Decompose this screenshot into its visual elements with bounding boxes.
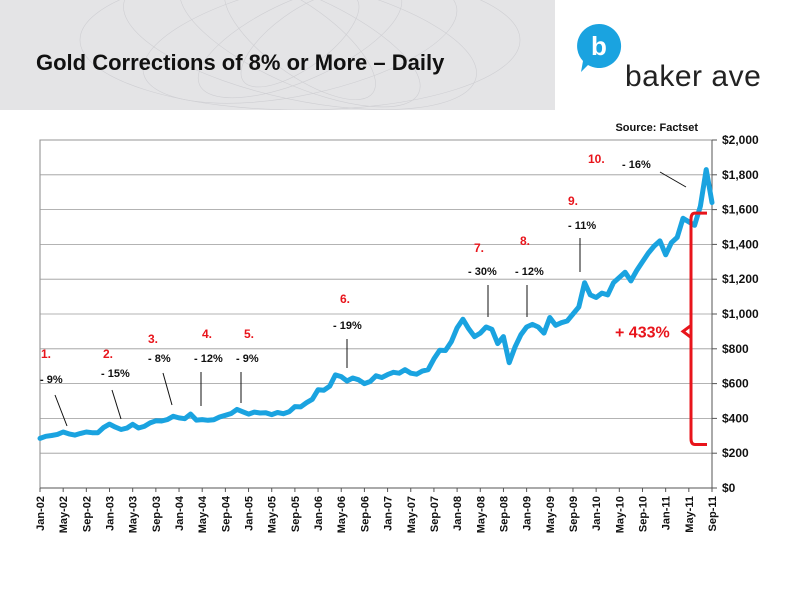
- gain-label: + 433%: [615, 324, 670, 341]
- correction-annotation: 2. - 15%: [101, 347, 130, 420]
- x-tick-label: Jan-02: [35, 496, 47, 531]
- y-tick-label: $1,200: [722, 272, 759, 286]
- x-tick-label: Sep-02: [81, 496, 93, 532]
- correction-number: 6.: [340, 292, 350, 306]
- x-tick-label: Jan-04: [174, 495, 186, 531]
- correction-annotation: 1. - 9%: [40, 347, 68, 427]
- x-tick-label: Jan-06: [313, 496, 325, 531]
- y-tick-label: $2,000: [722, 133, 759, 147]
- y-tick-label: $400: [722, 411, 749, 425]
- correction-annotation: 7. - 30%: [468, 241, 497, 317]
- y-tick-label: $0: [722, 481, 736, 495]
- x-axis: Jan-02 May-02 Sep-02 Jan-03 May-03 Sep-03 Jan-…: [35, 487, 719, 533]
- x-tick-label: May-05: [267, 496, 279, 533]
- correction-number: 1.: [41, 347, 51, 361]
- speech-bubble-icon: b: [577, 23, 622, 72]
- x-tick-label: Sep-08: [498, 496, 510, 532]
- correction-percent: - 11%: [568, 220, 596, 232]
- x-tick-label: May-10: [614, 496, 626, 533]
- correction-percent: - 8%: [148, 353, 171, 365]
- correction-percent: - 9%: [40, 374, 63, 386]
- correction-percent: - 9%: [236, 353, 259, 365]
- y-tick-label: $1,600: [722, 203, 759, 217]
- header-banner: Gold Corrections of 8% or More – Daily: [0, 0, 555, 110]
- correction-annotation: 6. - 19%: [333, 292, 362, 368]
- x-tick-label: Sep-04: [220, 495, 232, 532]
- bracket-line: [689, 211, 707, 446]
- correction-number: 9.: [568, 194, 578, 208]
- gain-bracket: + 433%: [615, 211, 707, 446]
- x-tick-label: Sep-03: [151, 496, 163, 532]
- x-tick-label: May-07: [406, 496, 418, 533]
- page-title: Gold Corrections of 8% or More – Daily: [36, 50, 445, 75]
- gridlines: [39, 139, 713, 489]
- correction-annotation: 5. - 9%: [236, 327, 259, 403]
- correction-percent: - 15%: [101, 368, 130, 380]
- x-tick-label: May-08: [475, 496, 487, 533]
- correction-number: 10.: [588, 152, 605, 166]
- logo-letter: b: [591, 31, 607, 61]
- x-tick-label: Sep-09: [568, 496, 580, 532]
- y-tick-label: $1,800: [722, 168, 759, 182]
- x-tick-label: Jan-08: [452, 496, 464, 531]
- x-tick-label: Jan-07: [383, 496, 395, 531]
- correction-annotation: 9. - 11%: [568, 194, 596, 272]
- y-tick-label: $200: [722, 446, 749, 460]
- annotation-leader: [162, 372, 173, 406]
- correction-number: 3.: [148, 332, 158, 346]
- x-tick-label: Sep-07: [429, 496, 441, 532]
- x-tick-label: May-03: [128, 496, 140, 533]
- annotation-leader: [659, 171, 687, 188]
- bracket-point: [680, 324, 692, 339]
- correction-number: 8.: [520, 234, 530, 248]
- logo-text: baker ave: [625, 60, 762, 93]
- correction-percent: - 19%: [333, 320, 362, 332]
- x-tick-label: Sep-10: [637, 496, 649, 532]
- x-tick-label: May-06: [336, 496, 348, 533]
- brand-logo: b baker ave: [575, 22, 775, 102]
- correction-number: 5.: [244, 327, 254, 341]
- gold-price-chart: $0 $200 $400 $600 $800 $1,000 $1,200 $1,400 $1,6…: [35, 122, 759, 533]
- x-tick-label: Sep-11: [707, 496, 719, 531]
- y-axis: $0 $200 $400 $600 $800 $1,000 $1,200 $1,400 $1,6…: [711, 133, 759, 495]
- x-tick-label: May-02: [58, 496, 70, 533]
- correction-annotation: 3. - 8%: [148, 332, 173, 406]
- x-tick-label: May-11: [684, 496, 696, 533]
- annotation-leader: [54, 394, 68, 427]
- y-tick-label: $1,400: [722, 237, 759, 251]
- correction-annotations: 1. - 9% 2. - 15% 3. - 8% 4. - 12% 5. - 9% 6. - 19% 7…: [40, 152, 687, 427]
- correction-annotation: 4. - 12%: [194, 327, 223, 406]
- x-tick-label: Jan-03: [105, 496, 117, 531]
- x-tick-label: Sep-06: [359, 496, 371, 532]
- annotation-leader: [111, 389, 122, 420]
- y-tick-label: $1,000: [722, 307, 759, 321]
- correction-number: 7.: [474, 241, 484, 255]
- y-tick-label: $800: [722, 342, 749, 356]
- correction-annotation: 8. - 12%: [515, 234, 544, 317]
- source-label: Source: Factset: [615, 122, 698, 134]
- correction-number: 4.: [202, 327, 212, 341]
- price-line: [37, 167, 715, 441]
- x-tick-label: Jan-05: [244, 496, 256, 531]
- x-tick-label: May-04: [197, 495, 209, 533]
- x-tick-label: Jan-10: [591, 496, 603, 531]
- x-tick-label: May-09: [545, 496, 557, 533]
- x-tick-label: Jan-09: [522, 496, 534, 531]
- guilloche-pattern: [79, 0, 521, 110]
- correction-annotation: 10. - 16%: [588, 152, 687, 188]
- correction-percent: - 16%: [622, 159, 651, 171]
- correction-percent: - 30%: [468, 266, 497, 278]
- x-tick-label: Jan-11: [661, 496, 673, 530]
- correction-percent: - 12%: [515, 266, 544, 278]
- correction-number: 2.: [103, 347, 113, 361]
- y-tick-label: $600: [722, 377, 749, 391]
- price-series: [37, 167, 715, 441]
- x-tick-label: Sep-05: [290, 496, 302, 532]
- correction-percent: - 12%: [194, 353, 223, 365]
